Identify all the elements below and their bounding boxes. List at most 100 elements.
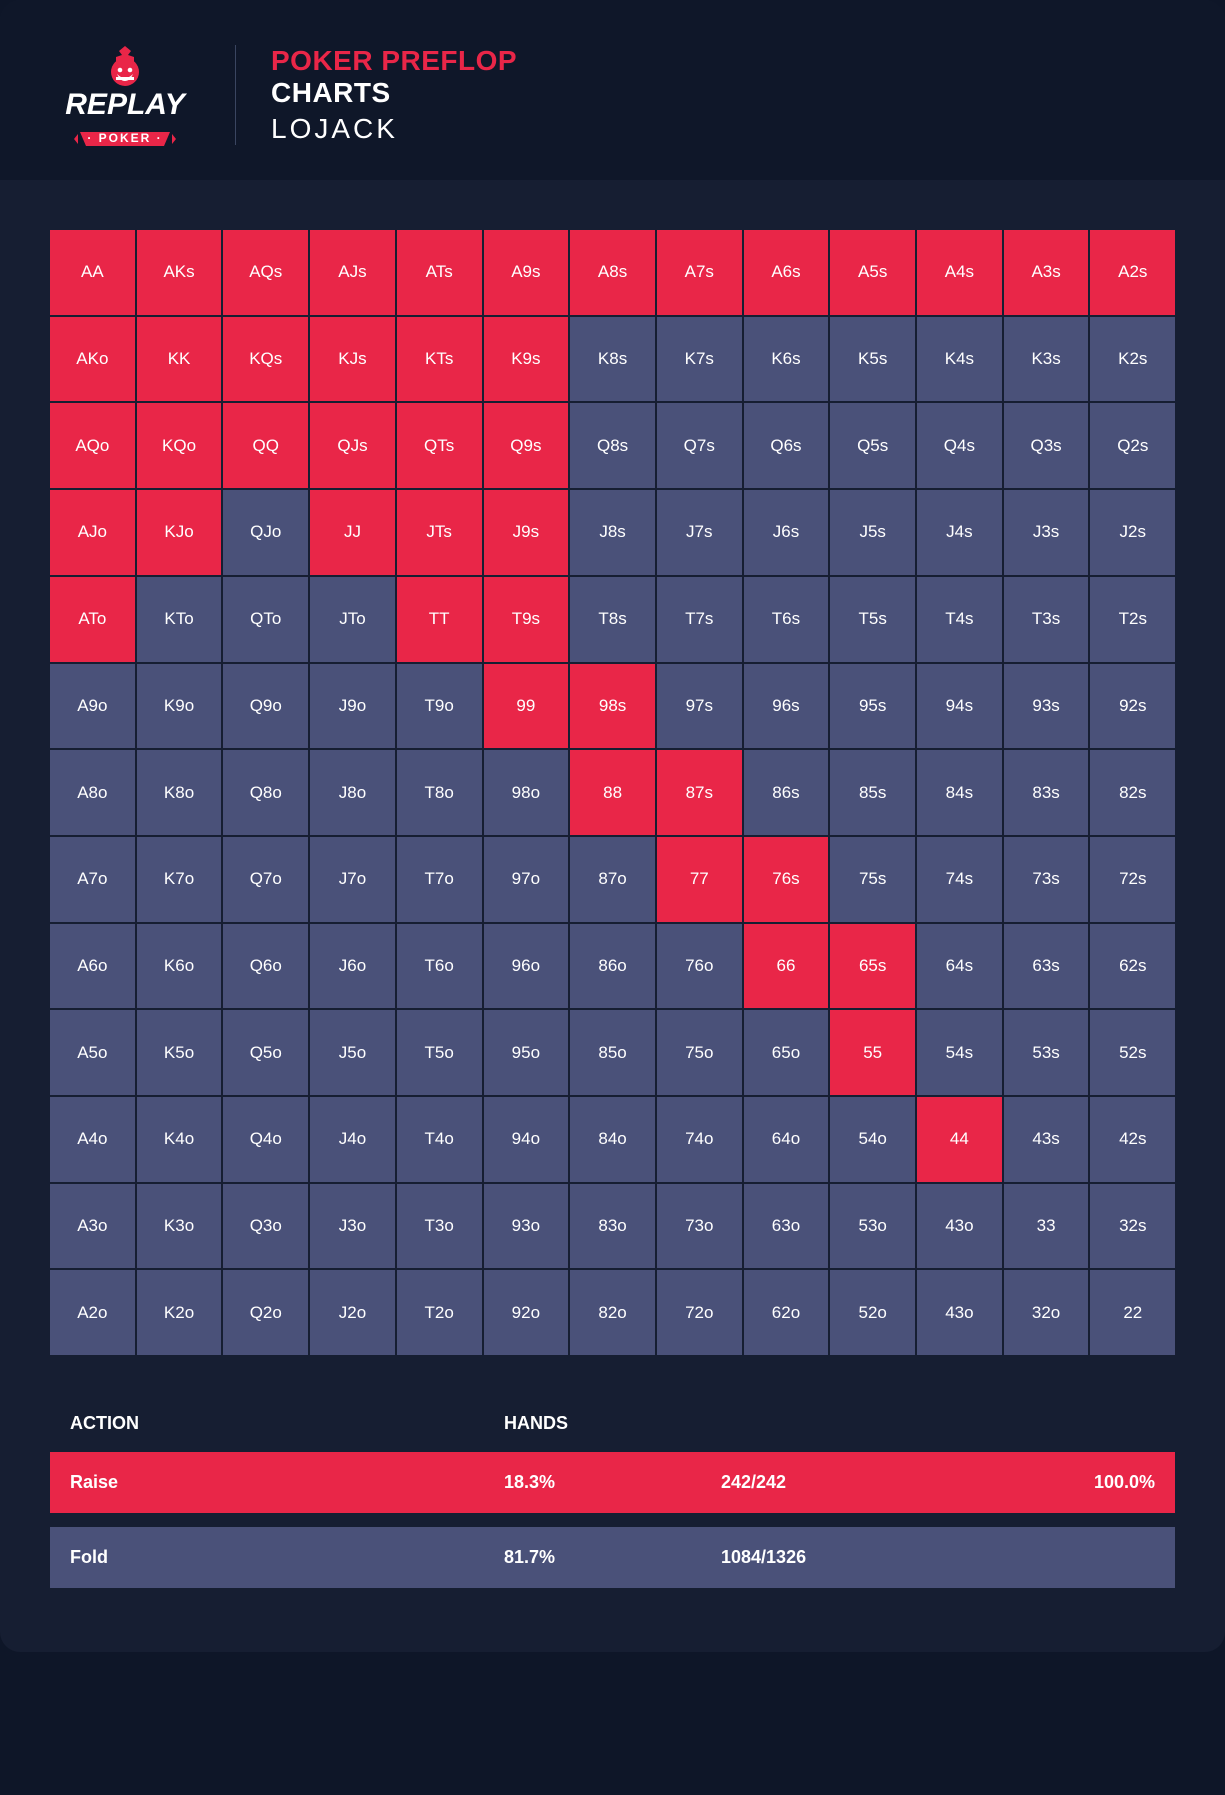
hand-cell: 84s — [917, 750, 1002, 835]
hand-cell: 52s — [1090, 1010, 1175, 1095]
hand-cell: K9o — [137, 664, 222, 749]
hand-cell: J9s — [484, 490, 569, 575]
hand-cell: J4s — [917, 490, 1002, 575]
hand-grid: AAAKsAQsAJsATsA9sA8sA7sA6sA5sA4sA3sA2sAK… — [50, 230, 1175, 1355]
header: REPLAY · POKER · POKER PREFLOP CHARTS LO… — [0, 0, 1225, 180]
hand-cell: 22 — [1090, 1270, 1175, 1355]
title-main: POKER PREFLOP — [271, 45, 517, 77]
hand-cell: 65s — [830, 924, 915, 1009]
hand-cell: QQ — [223, 403, 308, 488]
hand-cell: QJs — [310, 403, 395, 488]
hand-cell: AKs — [137, 230, 222, 315]
hand-cell: Q4s — [917, 403, 1002, 488]
hand-cell: QTo — [223, 577, 308, 662]
hand-cell: A6o — [50, 924, 135, 1009]
hand-cell: 97s — [657, 664, 742, 749]
hand-cell: T8s — [570, 577, 655, 662]
hand-cell: AJs — [310, 230, 395, 315]
hand-cell: K6o — [137, 924, 222, 1009]
hand-cell: 86o — [570, 924, 655, 1009]
hand-cell: 62o — [744, 1270, 829, 1355]
hand-cell: ATo — [50, 577, 135, 662]
hand-cell: 76s — [744, 837, 829, 922]
hand-cell: QTs — [397, 403, 482, 488]
hand-cell: K2s — [1090, 317, 1175, 402]
hand-cell: Q2o — [223, 1270, 308, 1355]
hand-cell: T9o — [397, 664, 482, 749]
hand-cell: 95s — [830, 664, 915, 749]
logo: REPLAY · POKER · — [50, 40, 200, 150]
title-sub: CHARTS — [271, 77, 517, 109]
hand-cell: KQs — [223, 317, 308, 402]
hand-cell: 64s — [917, 924, 1002, 1009]
hand-cell: J2s — [1090, 490, 1175, 575]
hand-cell: JTo — [310, 577, 395, 662]
hand-cell: 53s — [1004, 1010, 1089, 1095]
legend-header-hands: HANDS — [504, 1413, 1155, 1434]
hand-cell: T4o — [397, 1097, 482, 1182]
hand-cell: 54o — [830, 1097, 915, 1182]
hand-cell: A6s — [744, 230, 829, 315]
hand-cell: AJo — [50, 490, 135, 575]
hand-cell: 64o — [744, 1097, 829, 1182]
hand-cell: J2o — [310, 1270, 395, 1355]
hand-cell: T5s — [830, 577, 915, 662]
hand-cell: AA — [50, 230, 135, 315]
hand-cell: J3s — [1004, 490, 1089, 575]
hand-cell: KQo — [137, 403, 222, 488]
hand-cell: Q9o — [223, 664, 308, 749]
hand-cell: T3s — [1004, 577, 1089, 662]
hand-cell: A3s — [1004, 230, 1089, 315]
hand-cell: K8s — [570, 317, 655, 402]
hand-cell: 53o — [830, 1184, 915, 1269]
hand-cell: 85o — [570, 1010, 655, 1095]
title-block: POKER PREFLOP CHARTS LOJACK — [271, 45, 517, 145]
hand-cell: Q7s — [657, 403, 742, 488]
hand-cell: 83o — [570, 1184, 655, 1269]
hand-cell: 52o — [830, 1270, 915, 1355]
legend-freq: 100.0% — [992, 1472, 1155, 1493]
hand-cell: KTo — [137, 577, 222, 662]
hand-cell: A2s — [1090, 230, 1175, 315]
hand-cell: Q9s — [484, 403, 569, 488]
hand-cell: 75o — [657, 1010, 742, 1095]
hand-cell: KJo — [137, 490, 222, 575]
hand-cell: J3o — [310, 1184, 395, 1269]
legend-row: Fold81.7%1084/1326 — [50, 1527, 1175, 1588]
legend-action: Raise — [70, 1472, 504, 1493]
hand-cell: 92o — [484, 1270, 569, 1355]
hand-cell: 42s — [1090, 1097, 1175, 1182]
hand-cell: Q3s — [1004, 403, 1089, 488]
hand-cell: 63o — [744, 1184, 829, 1269]
hand-cell: Q8o — [223, 750, 308, 835]
hand-cell: J6s — [744, 490, 829, 575]
hand-cell: KK — [137, 317, 222, 402]
legend-pct: 18.3% — [504, 1472, 721, 1493]
hand-cell: 82o — [570, 1270, 655, 1355]
hand-cell: T6o — [397, 924, 482, 1009]
hand-cell: J7s — [657, 490, 742, 575]
hand-cell: 43s — [1004, 1097, 1089, 1182]
hand-cell: A3o — [50, 1184, 135, 1269]
hand-cell: K7o — [137, 837, 222, 922]
hand-cell: 94s — [917, 664, 1002, 749]
hand-cell: Q6o — [223, 924, 308, 1009]
chart-container: REPLAY · POKER · POKER PREFLOP CHARTS LO… — [0, 0, 1225, 1652]
hand-cell: K5o — [137, 1010, 222, 1095]
hand-cell: 55 — [830, 1010, 915, 1095]
legend-count: 242/242 — [721, 1472, 992, 1493]
hand-cell: 76o — [657, 924, 742, 1009]
hand-cell: K6s — [744, 317, 829, 402]
hand-cell: 73s — [1004, 837, 1089, 922]
hand-cell: AQs — [223, 230, 308, 315]
hand-cell: 43o — [917, 1184, 1002, 1269]
svg-text:· POKER ·: · POKER · — [87, 131, 162, 145]
hand-cell: 86s — [744, 750, 829, 835]
hand-cell: 63s — [1004, 924, 1089, 1009]
hand-cell: 74s — [917, 837, 1002, 922]
hand-cell: 82s — [1090, 750, 1175, 835]
hand-cell: TT — [397, 577, 482, 662]
hand-cell: 85s — [830, 750, 915, 835]
hand-cell: T6s — [744, 577, 829, 662]
hand-cell: AQo — [50, 403, 135, 488]
